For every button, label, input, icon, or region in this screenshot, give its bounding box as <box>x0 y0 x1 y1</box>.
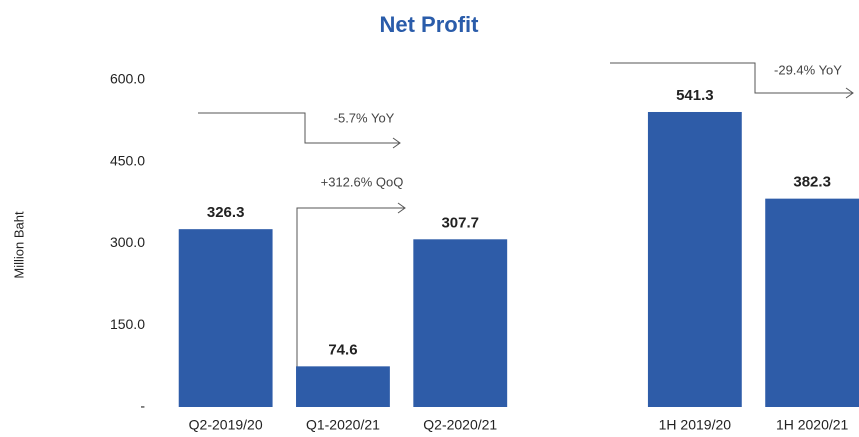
x-tick-label: 1H 2019/20 <box>659 417 732 433</box>
bar <box>647 111 742 407</box>
annotation: +312.6% QoQ <box>321 174 404 189</box>
arrow <box>296 202 406 372</box>
arrow <box>198 112 401 149</box>
y-tick-label: 300.0 <box>110 234 145 250</box>
y-tick-label: - <box>140 398 145 414</box>
y-axis-title: Million Baht <box>11 211 26 279</box>
bar <box>765 198 859 407</box>
bar <box>296 366 390 407</box>
data-label: 74.6 <box>328 341 357 358</box>
data-label: 307.7 <box>441 214 479 231</box>
y-tick-label: 450.0 <box>110 152 145 168</box>
x-tick-label: 1H 2020/21 <box>776 417 849 433</box>
annotation: -5.7% YoY <box>334 110 395 125</box>
x-tick-label: Q2-2019/20 <box>189 417 263 433</box>
arrow <box>610 62 854 99</box>
annotation-arrows <box>198 62 854 372</box>
y-tick-label: 150.0 <box>110 316 145 332</box>
x-tick-label: Q1-2020/21 <box>306 417 380 433</box>
bar <box>413 239 508 407</box>
annotation: -29.4% YoY <box>774 62 842 77</box>
chart-title: Net Profit <box>380 12 480 37</box>
data-label: 382.3 <box>793 174 831 191</box>
x-tick-label: Q2-2020/21 <box>423 417 497 433</box>
data-label: 541.3 <box>676 87 714 104</box>
y-tick-label: 600.0 <box>110 71 145 87</box>
bar <box>178 229 273 407</box>
data-label: 326.3 <box>207 204 245 221</box>
